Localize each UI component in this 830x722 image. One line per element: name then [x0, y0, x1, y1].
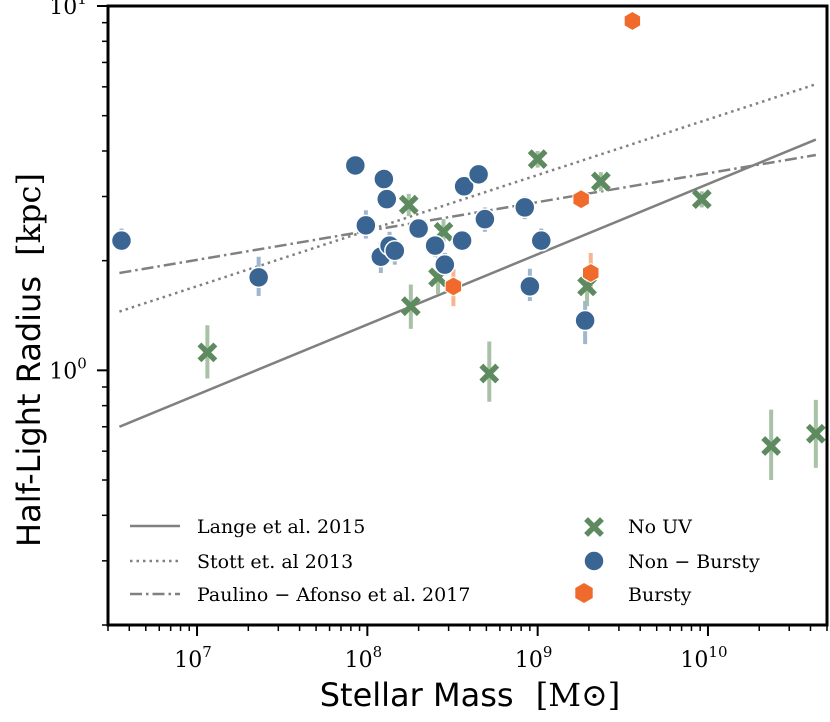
x-tick-label: 107 [174, 643, 212, 673]
data-points [110, 10, 826, 456]
plot-frame [106, 4, 829, 627]
non-bursty-marker [384, 239, 406, 262]
non-bursty-marker [451, 229, 473, 252]
non-bursty-marker [376, 188, 398, 210]
x-axis-title: Stellar Mass [M⊙] [320, 676, 621, 714]
non-bursty-marker [344, 154, 367, 177]
non-bursty-marker [355, 214, 377, 237]
no-uv-marker [400, 296, 421, 317]
y-axis-title: Half-Light Radius [kpc] [10, 173, 48, 547]
legend-label-lange: Lange et al. 2015 [197, 516, 365, 538]
no-uv-marker [398, 194, 419, 215]
no-uv-marker [590, 171, 611, 192]
legend-label-stott: Stott et. al 2013 [197, 551, 353, 573]
y-axis-unit: [kpc] [10, 173, 48, 256]
legend-label-bursty: Bursty [628, 584, 692, 606]
y-tick-label: 100 [49, 354, 87, 384]
legend-marker-no-uv [584, 517, 604, 537]
legend: Lange et al. 2015 Stott et. al 2013 Paul… [130, 516, 760, 606]
trend-lines [118, 83, 817, 428]
trend-line-solid [118, 138, 817, 428]
x-axis-unit: [M⊙] [536, 676, 621, 714]
bursty-marker [444, 276, 463, 297]
y-tick-label: 101 [49, 0, 87, 20]
axis-ticks: 107 108 109 1010 100 101 [49, 0, 828, 673]
non-bursty-marker [434, 253, 456, 276]
no-uv-marker [197, 342, 218, 363]
non-bursty-marker [574, 309, 596, 332]
legend-marker-non-bursty [583, 550, 605, 572]
error-bars [119, 19, 818, 481]
legend-label-non-bursty: Non − Bursty [628, 551, 760, 573]
legend-label-paulino: Paulino − Afonso et al. 2017 [197, 584, 470, 606]
no-uv-marker [805, 423, 826, 444]
non-bursty-marker [424, 234, 446, 257]
x-axis-label: Stellar Mass [320, 676, 514, 714]
non-bursty-marker [453, 175, 475, 198]
no-uv-marker [761, 436, 782, 456]
no-uv-marker [691, 189, 712, 210]
x-tick-label: 108 [345, 643, 383, 673]
no-uv-marker [527, 149, 548, 169]
legend-label-no-uv: No UV [628, 516, 692, 538]
bursty-marker [572, 189, 590, 210]
non-bursty-marker [514, 196, 536, 219]
x-tick-label: 1010 [680, 643, 727, 673]
non-bursty-marker [247, 266, 270, 289]
non-bursty-marker [467, 163, 490, 186]
trend-line-dashdot [119, 153, 817, 275]
x-tick-label: 109 [515, 643, 553, 673]
bursty-marker [582, 262, 600, 284]
trend-line-dotted [119, 83, 817, 313]
svg-text:Half-Light Radius [kpc]: Half-Light Radius [kpc] [10, 173, 48, 547]
y-axis-label: Half-Light Radius [10, 276, 48, 547]
non-bursty-marker [407, 217, 430, 240]
no-uv-marker [479, 363, 500, 384]
bursty-marker [623, 10, 642, 31]
non-bursty-marker [519, 275, 541, 298]
non-bursty-marker [373, 168, 395, 190]
non-bursty-marker [530, 229, 553, 252]
non-bursty-marker [110, 229, 133, 252]
non-bursty-marker [474, 208, 496, 230]
legend-marker-bursty [575, 583, 593, 603]
